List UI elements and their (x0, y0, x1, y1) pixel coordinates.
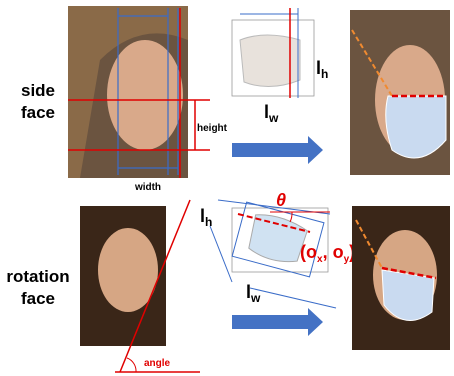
rotation-label-1: rotation (6, 267, 69, 286)
rot-lh-label: lh (200, 206, 212, 229)
rot-lh-base: l (200, 206, 205, 226)
origin-open: (o (300, 242, 317, 262)
rot-lw-label: lw (246, 282, 261, 305)
side-blue-lines (117, 8, 179, 175)
lw-sub: w (268, 111, 279, 125)
rot-lw-base: l (246, 282, 251, 302)
height-label: height (197, 123, 228, 134)
arrow (232, 136, 323, 164)
origin-x: x (317, 254, 323, 265)
mask-image (231, 8, 315, 98)
side-label-2: face (21, 103, 55, 122)
rot-lw-sub: w (250, 291, 261, 305)
rot-lh-sub: h (205, 215, 212, 229)
lh-base: l (316, 58, 321, 78)
lw-base: l (264, 102, 269, 122)
side-result-photo (350, 10, 450, 175)
origin-y: y (344, 254, 350, 265)
angle-line (119, 199, 191, 373)
theta-label: θ (276, 190, 286, 210)
rotated-mask (209, 199, 337, 309)
rotation-label-2: face (21, 289, 55, 308)
rotation-face-photo (80, 206, 166, 346)
side-red-lines (68, 8, 210, 178)
width-label: width (134, 182, 161, 193)
origin-mid: , o (323, 242, 344, 262)
lh-sub: h (321, 67, 328, 81)
arrow (232, 308, 323, 336)
angle-arc (126, 357, 137, 373)
angle-label: angle (144, 358, 171, 369)
rotation-result-photo (352, 206, 450, 350)
side-face-photo (68, 6, 188, 178)
origin-label: (ox, oy) (300, 242, 355, 265)
side-label-1: side (21, 81, 55, 100)
lh-label: lh (316, 58, 328, 81)
lw-label: lw (264, 102, 279, 125)
